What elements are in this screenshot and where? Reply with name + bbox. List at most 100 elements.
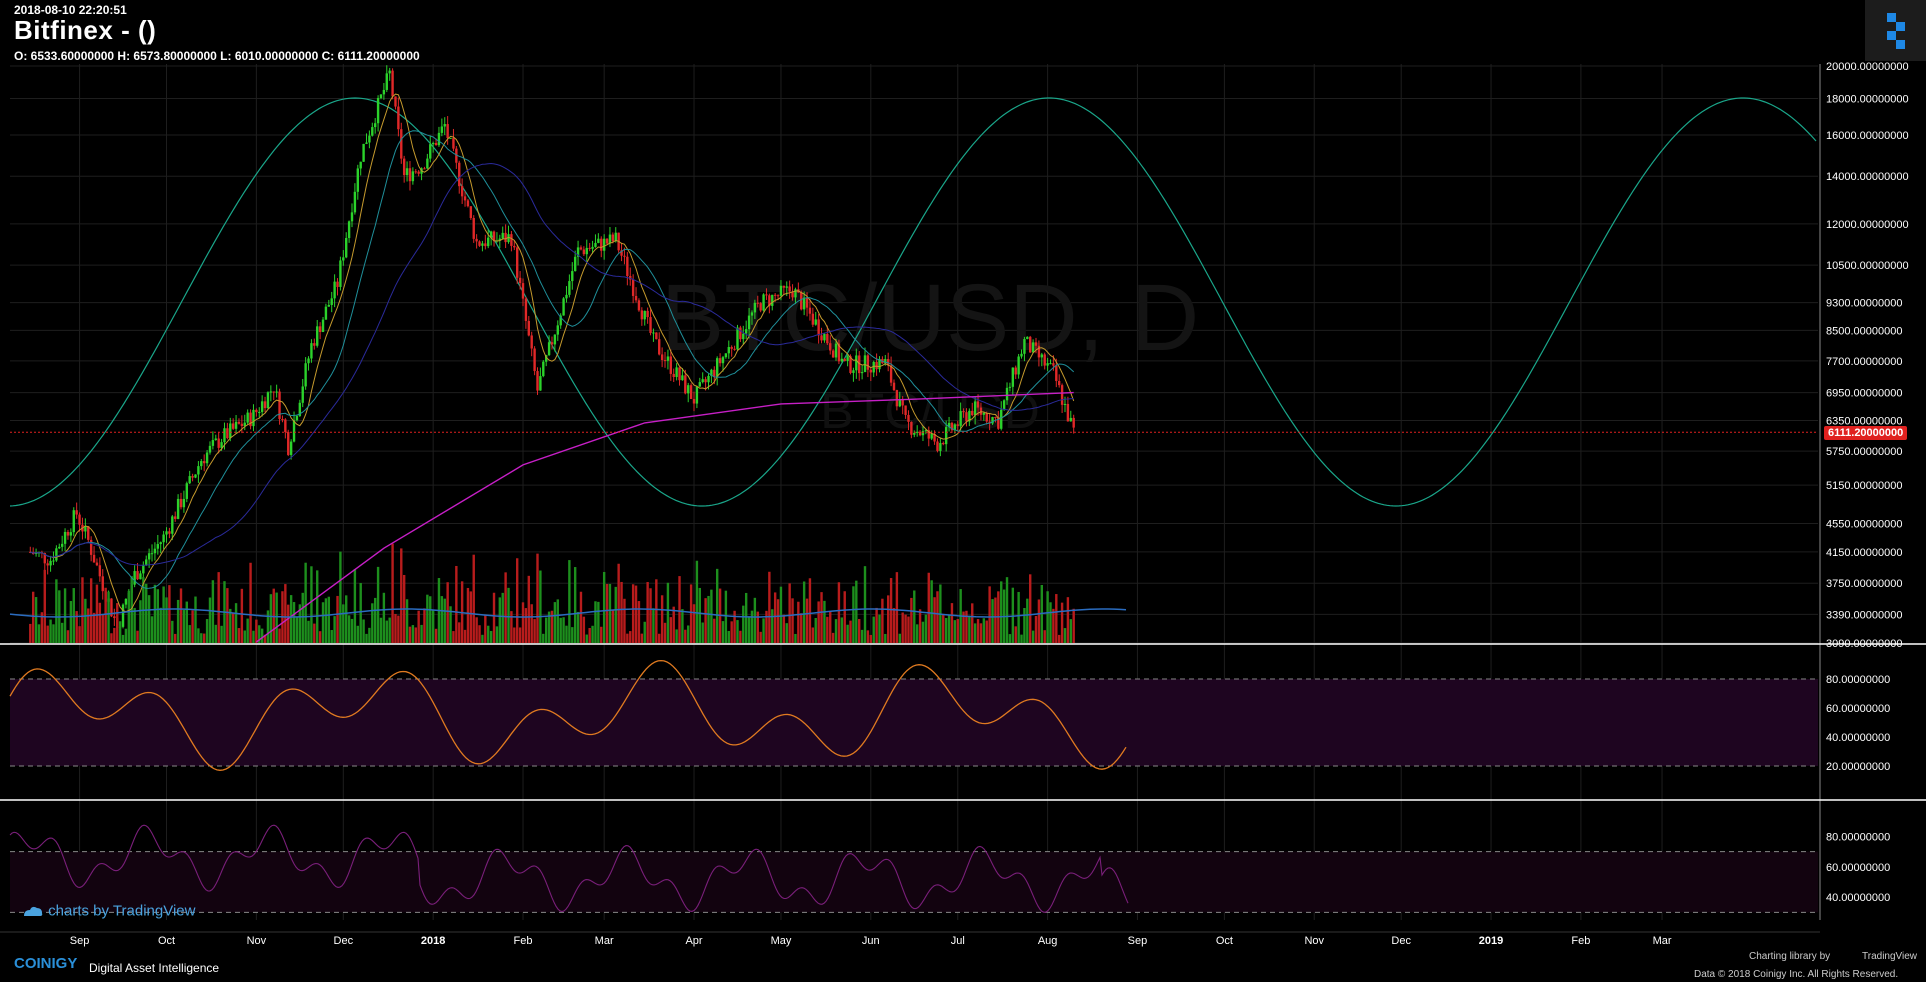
candle-body <box>976 401 980 408</box>
volume-bar <box>330 630 333 643</box>
candle-body <box>942 442 945 445</box>
footer-library-link[interactable]: TradingView <box>1862 951 1918 962</box>
volume-bar <box>756 611 759 643</box>
candle-body <box>559 315 562 326</box>
volume-bar <box>258 625 261 643</box>
candle-body <box>176 498 180 519</box>
candle-body <box>652 332 655 334</box>
volume-bar <box>684 629 687 643</box>
volume-bar <box>982 618 986 643</box>
candle-body <box>1000 409 1003 429</box>
candle-body <box>171 516 174 534</box>
volume-bar <box>608 583 612 643</box>
volume-ma-line <box>9 608 1127 618</box>
volume-bar <box>585 634 588 643</box>
candle-body <box>1020 353 1023 357</box>
candle-body <box>904 405 907 415</box>
volume-bar <box>1011 587 1015 643</box>
volume-bar <box>782 614 786 643</box>
candle-body <box>829 343 832 351</box>
candle-body <box>602 238 606 251</box>
volume-bar <box>147 595 151 643</box>
volume-bar <box>452 631 455 643</box>
volume-bar <box>379 617 383 643</box>
candle-body <box>953 424 957 431</box>
candle-body <box>918 431 922 436</box>
volume-bar <box>713 618 716 643</box>
volume-bar <box>1057 634 1061 643</box>
volume-bar <box>802 581 806 643</box>
volume-bar <box>675 629 678 643</box>
volume-bar <box>391 543 394 643</box>
volume-bar <box>1037 599 1041 643</box>
candle-body <box>1040 354 1044 358</box>
candle-body <box>718 358 722 364</box>
candle-body <box>936 441 939 451</box>
volume-bar <box>179 588 183 643</box>
volume-bar <box>689 584 693 643</box>
footer-brand[interactable]: COINIGY <box>14 955 78 972</box>
volume-bar <box>171 620 174 643</box>
candle-body <box>837 343 841 362</box>
candle-body <box>892 382 896 391</box>
volume-bar <box>800 613 803 643</box>
volume-bar <box>701 622 704 643</box>
volume-bar <box>55 579 58 643</box>
candle-body <box>342 257 345 261</box>
candle-body <box>434 142 438 146</box>
volume-bar <box>904 614 907 643</box>
candle-body <box>747 315 751 330</box>
volume-bar <box>582 616 586 643</box>
volume-bar <box>855 580 858 643</box>
volume-bar <box>310 566 313 643</box>
volume-bar <box>501 592 504 643</box>
candle-body <box>339 260 342 287</box>
volume-bar <box>63 588 67 643</box>
candle-body <box>179 498 183 508</box>
candle-body <box>504 232 507 243</box>
candle-body <box>518 277 522 284</box>
volume-bar <box>237 628 241 643</box>
candle-body <box>191 476 194 478</box>
candle-body <box>594 242 597 247</box>
candle-body <box>994 417 997 419</box>
candle-body <box>756 302 759 304</box>
volume-bar <box>889 578 893 643</box>
candle-body <box>675 367 678 378</box>
candle-body <box>316 326 319 346</box>
candle-body <box>811 313 815 325</box>
candle-body <box>802 297 806 310</box>
candle-body <box>263 401 267 409</box>
candle-body <box>524 298 528 321</box>
candle-body <box>443 124 446 127</box>
candle-body <box>423 168 426 170</box>
volume-bar <box>539 570 542 643</box>
candle-body <box>52 560 55 562</box>
volume-bar <box>927 572 930 643</box>
candle-body <box>440 126 444 133</box>
volume-bar <box>811 627 815 643</box>
volume-bar <box>568 560 571 643</box>
candle-body <box>884 358 887 364</box>
grid-lines <box>10 64 1818 920</box>
volume-bar <box>550 610 554 643</box>
coinigy-logo-button[interactable] <box>1865 0 1926 61</box>
candle-body <box>736 327 739 350</box>
candle-body <box>217 438 220 448</box>
volume-bar <box>817 601 820 643</box>
candle-body <box>713 369 716 377</box>
volume-bar <box>469 591 473 643</box>
volume-bar <box>504 572 507 643</box>
time-axis-label: Feb <box>514 935 533 947</box>
volume-bar <box>831 632 835 643</box>
volume-bar <box>1020 634 1023 643</box>
tradingview-badge[interactable]: charts by TradingView <box>22 902 195 920</box>
volume-bar <box>388 617 391 643</box>
volume-bar <box>284 584 287 643</box>
volume-bar <box>136 630 139 643</box>
candle-body <box>507 234 510 243</box>
time-axis-label: Aug <box>1038 935 1058 947</box>
volume-bar <box>466 587 470 643</box>
candle-body <box>620 250 623 256</box>
